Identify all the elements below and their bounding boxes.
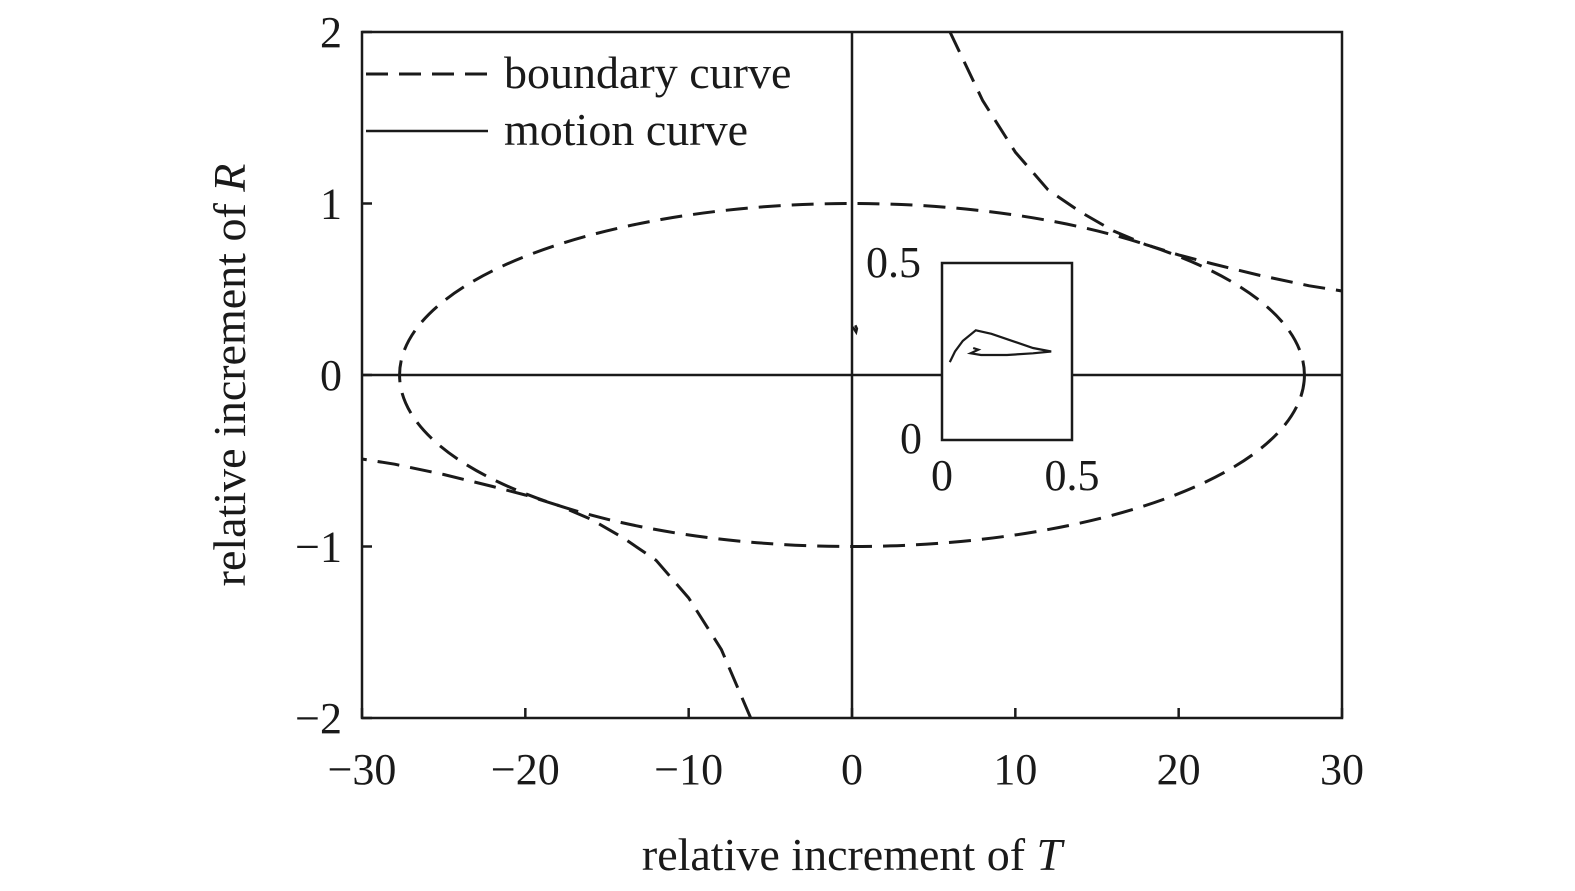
x-tick-label: −30 [328, 745, 397, 794]
inset-x-tick-left: 0 [931, 451, 953, 500]
inset-y-tick-top: 0.5 [866, 238, 921, 287]
x-tick-label: 10 [993, 745, 1037, 794]
y-axis-title-text: relative increment of [204, 203, 255, 587]
y-axis-title-var: R [204, 164, 255, 193]
x-axis-title-text: relative increment of [642, 829, 1026, 880]
boundary-hyperbola-lower [361, 457, 753, 719]
motion-curve [851, 324, 859, 336]
legend-label-boundary-curve: boundary curve [504, 47, 791, 98]
y-axis-title: relative increment of R [204, 164, 255, 587]
x-tick-label: −20 [491, 745, 560, 794]
inset-y-tick-bottom: 0 [900, 414, 922, 463]
x-tick-label: 20 [1157, 745, 1201, 794]
y-tick-label: −2 [295, 694, 342, 743]
inset-frame [940, 261, 1074, 442]
legend-label-motion-curve: motion curve [504, 104, 748, 155]
x-axis-title: relative increment of T [642, 829, 1066, 880]
y-tick-label: −1 [295, 523, 342, 572]
x-tick-label: 30 [1320, 745, 1364, 794]
y-tick-label: 0 [320, 351, 342, 400]
x-tick-label: −10 [654, 745, 723, 794]
inset-motion-curve [948, 329, 1052, 363]
y-tick-label: 1 [320, 180, 342, 229]
boundary-ellipse [398, 202, 1306, 548]
x-axis-title-var: T [1037, 829, 1066, 880]
y-tick-label: 2 [320, 8, 342, 57]
inset-x-tick-right: 0.5 [1045, 451, 1100, 500]
x-tick-label: 0 [841, 745, 863, 794]
boundary-hyperbola-upper [948, 31, 1343, 293]
